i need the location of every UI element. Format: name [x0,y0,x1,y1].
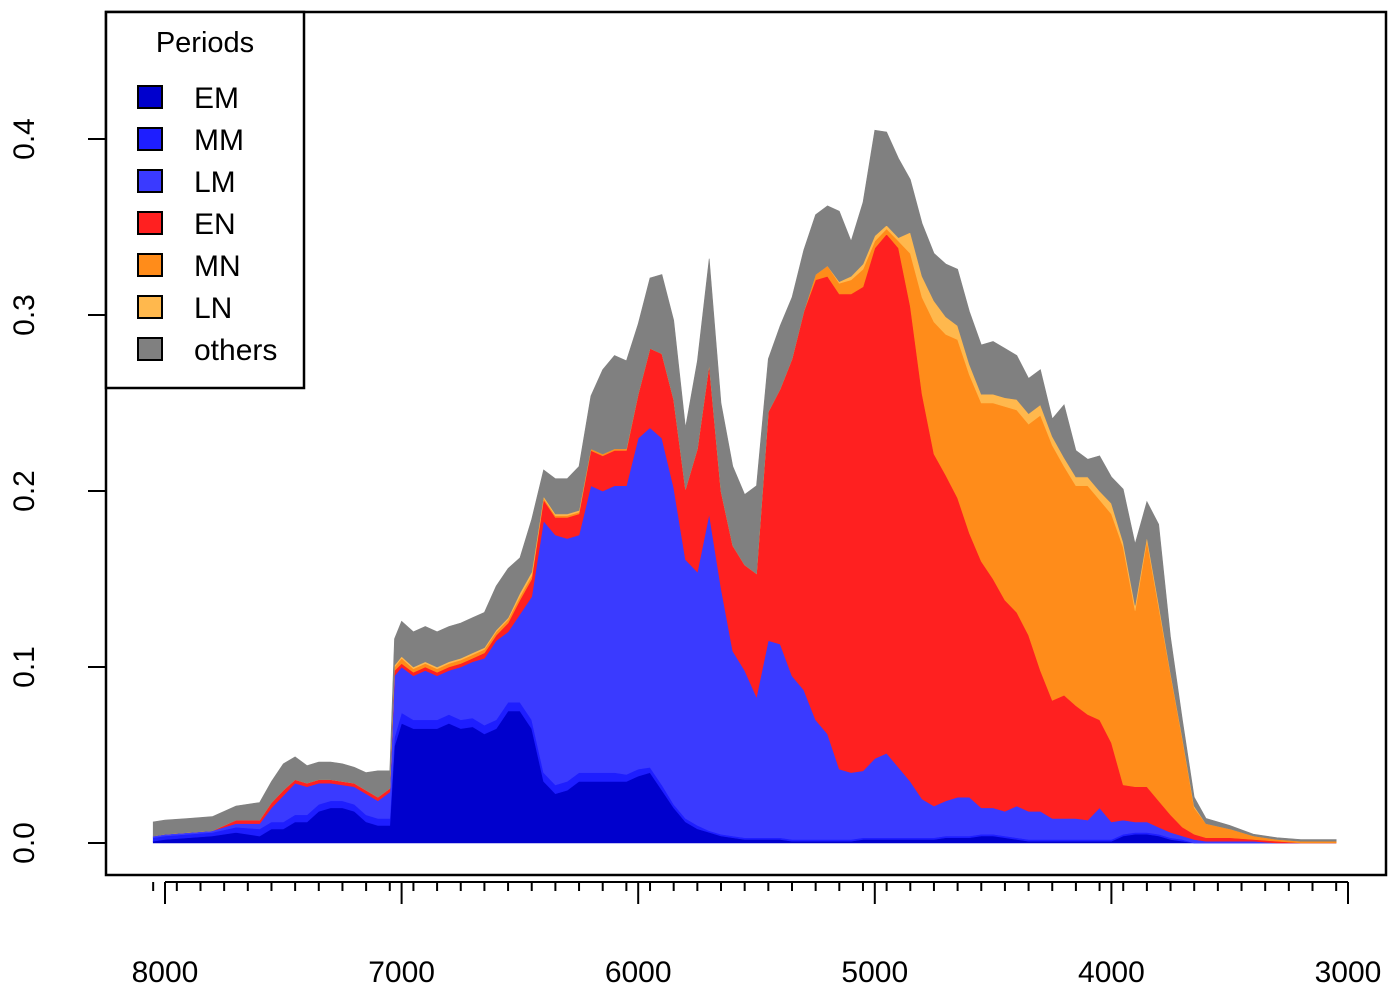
legend-swatch-mm [137,127,163,151]
legend-label-others: others [194,334,277,367]
y-tick-label: 0.2 [8,470,41,512]
x-tick-label: 8000 [132,956,199,989]
x-tick-label: 5000 [841,956,908,989]
legend-swatch-lm [137,169,163,193]
legend-label-mm: MM [194,124,244,157]
legend-items: EM MM LM EN MN LN others [137,82,277,367]
area-layers [152,129,1337,844]
x-tick-label: 7000 [368,956,435,989]
legend-swatch-ln [137,295,163,319]
y-tick-label: 0.3 [8,294,41,336]
legend-label-en: EN [194,208,236,241]
legend-swatch-em [137,85,163,109]
area-series-others [152,129,1337,842]
legend-label-mn: MN [194,250,241,283]
legend-title: Periods [156,27,254,59]
legend-box [104,10,306,390]
y-tick-label: 0.1 [8,646,41,688]
legend-swatch-others [137,337,163,361]
legend-swatch-en [137,211,163,235]
y-tick-label: 0.4 [8,118,41,160]
x-axis: 8000 7000 6000 5000 4000 3000 [132,881,1382,989]
x-tick-label: 3000 [1315,956,1382,989]
legend-label-em: EM [194,82,239,115]
x-tick-label: 4000 [1078,956,1145,989]
legend: Periods EM MM LM EN MN LN others [104,10,306,390]
legend-label-ln: LN [194,292,232,325]
legend-label-lm: LM [194,166,236,199]
x-tick-label: 6000 [605,956,672,989]
legend-swatch-mn [137,253,163,277]
y-tick-label: 0.0 [8,822,41,864]
